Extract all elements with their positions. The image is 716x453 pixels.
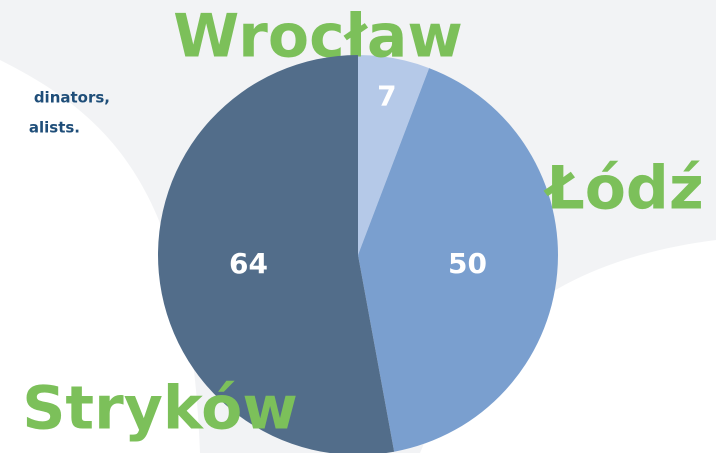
- value-label: 64: [229, 247, 268, 280]
- category-label: Stryków: [22, 374, 298, 444]
- note-text: dinators,: [34, 89, 110, 107]
- value-label: 7: [377, 80, 396, 113]
- category-label: Łódź: [543, 154, 704, 224]
- value-label: 50: [448, 247, 487, 280]
- background-shape: [0, 60, 200, 453]
- pie-slice: [358, 55, 430, 255]
- note-text: alists.: [29, 119, 80, 137]
- pie-slice: [358, 68, 558, 452]
- pie-slice: [158, 55, 395, 453]
